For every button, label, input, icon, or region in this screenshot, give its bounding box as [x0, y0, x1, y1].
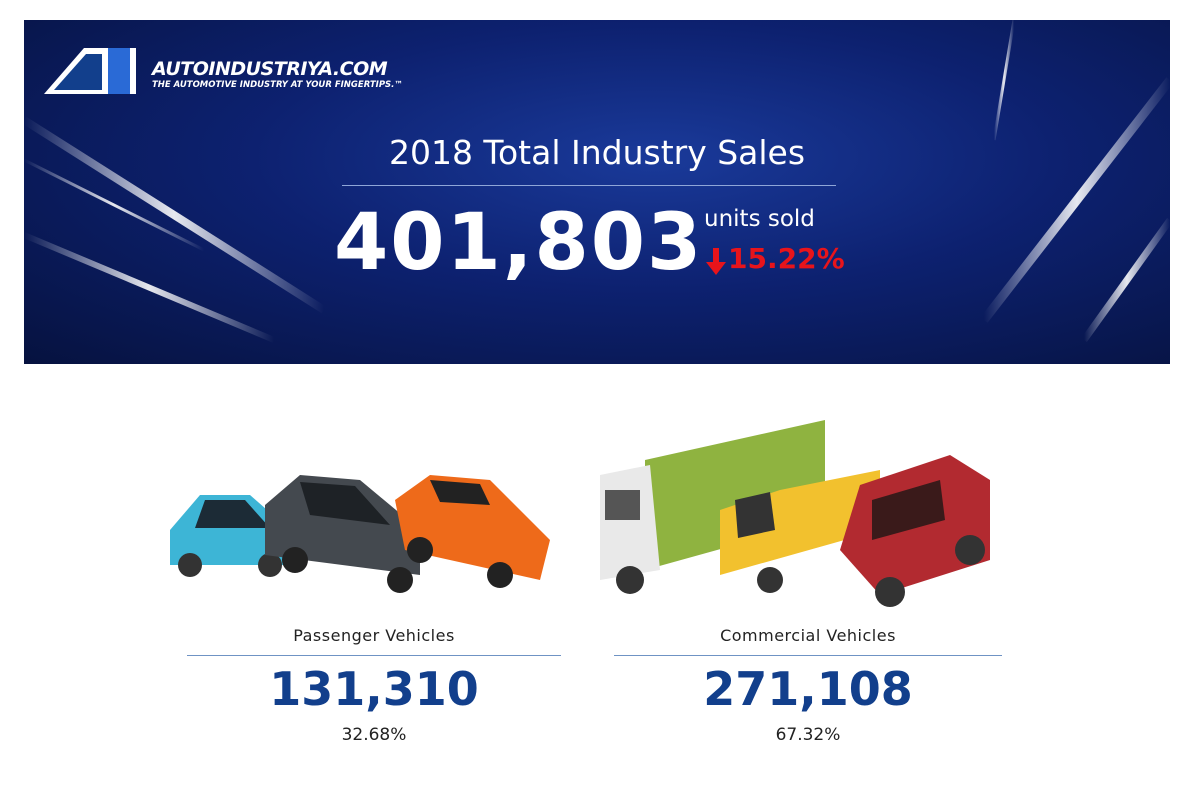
- streak: [1081, 217, 1170, 343]
- down-arrow: [706, 248, 726, 275]
- units-label: units sold: [704, 206, 815, 232]
- change-percent: 15.22%: [728, 242, 845, 275]
- segment-label: Commercial Vehicles: [720, 626, 896, 645]
- passenger-cars: [170, 475, 550, 593]
- streak: [24, 232, 276, 343]
- title-rule: [342, 185, 836, 186]
- light-streaks: [24, 20, 1170, 343]
- streak: [992, 20, 1016, 141]
- total-units: 401,803: [334, 198, 704, 288]
- streak: [980, 77, 1170, 323]
- commercial-vehicles: [600, 420, 990, 607]
- logo-name: AUTOINDUSTRIYA.COM: [152, 58, 388, 80]
- banner: AUTOINDUSTRIYA.COM THE AUTOMOTIVE INDUST…: [24, 20, 1170, 364]
- streak: [24, 116, 327, 314]
- streak: [24, 158, 205, 252]
- logo-mark: [44, 48, 136, 94]
- segment-share: 67.32%: [775, 725, 841, 745]
- segment-rule: [187, 655, 561, 656]
- segment-label: Passenger Vehicles: [293, 626, 455, 645]
- segment-share: 32.68%: [341, 725, 407, 745]
- segment-value: 271,108: [703, 662, 913, 716]
- vehicle-illustrations: [170, 420, 990, 607]
- title: 2018 Total Industry Sales: [388, 133, 806, 172]
- segment-rule: [614, 655, 1002, 656]
- logo-tagline: THE AUTOMOTIVE INDUSTRY AT YOUR FINGERTI…: [152, 80, 403, 90]
- segment-value: 131,310: [269, 662, 479, 716]
